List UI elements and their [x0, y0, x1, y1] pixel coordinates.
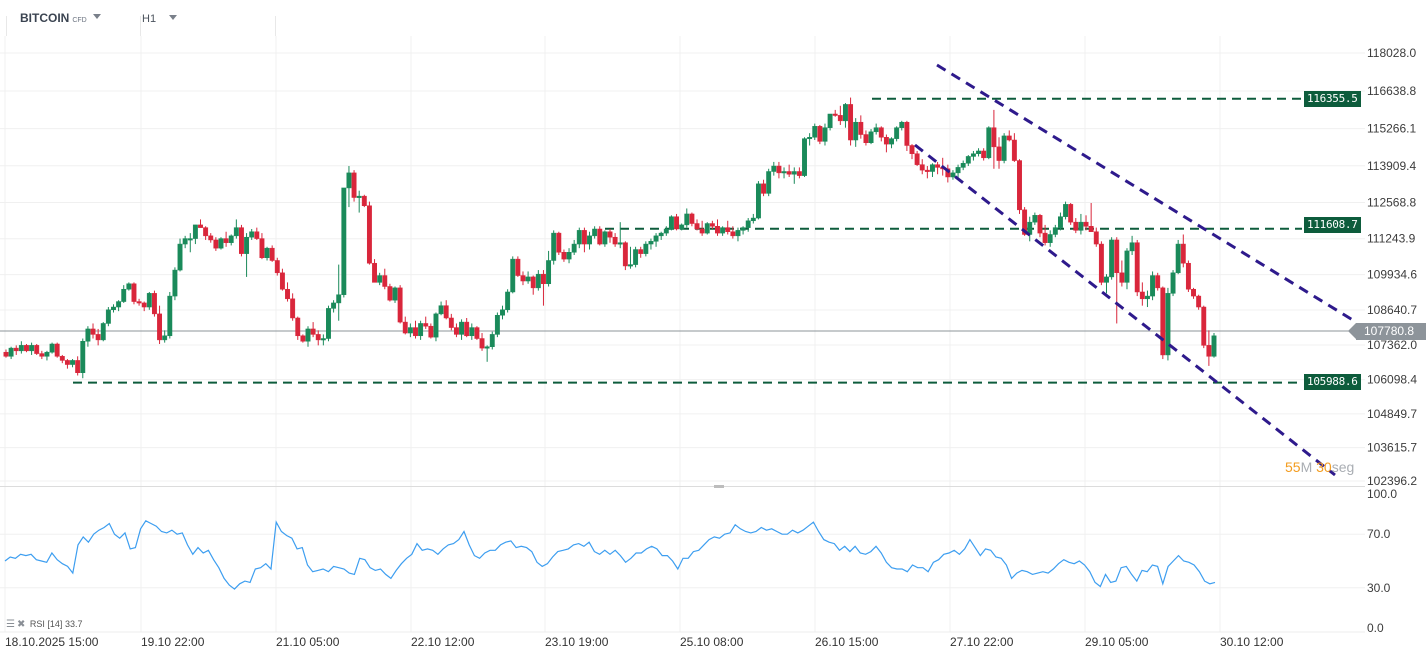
- rsi-pane: [0, 520, 1365, 590]
- countdown-minutes: 55: [1285, 459, 1301, 475]
- price-axis-label: 106098.4: [1367, 373, 1417, 387]
- time-axis-label: 30.10 12:00: [1220, 635, 1284, 649]
- rsi-value: 33.7: [64, 619, 83, 629]
- toolbar-divider: [275, 16, 276, 36]
- timeframe-selector[interactable]: H1: [142, 13, 157, 25]
- price-axis-label: 102396.2: [1367, 474, 1417, 488]
- price-axis-label: 111243.9: [1367, 232, 1416, 246]
- rsi-line: [4, 520, 1216, 590]
- price-axis-label: 115266.1: [1367, 122, 1416, 136]
- time-axis[interactable]: 18.10.2025 15:00 19.10 22:00 21.10 05:00 22…: [5, 635, 1284, 649]
- rsi-axis-label: 100.0: [1367, 487, 1397, 501]
- candlestick-series: [3, 97, 1217, 379]
- trend-channel[interactable]: [914, 63, 1357, 477]
- price-axis-label: 107362.0: [1367, 338, 1417, 352]
- price-axis-label: 113909.4: [1367, 159, 1416, 173]
- timeframe-dropdown-caret-icon[interactable]: [169, 15, 177, 20]
- time-axis-label: 25.10 08:00: [680, 635, 744, 649]
- pane-resize-handle[interactable]: [714, 485, 724, 488]
- rsi-axis-label: 30.0: [1367, 581, 1391, 595]
- symbol-selector[interactable]: BITCOIN CFD: [20, 11, 87, 25]
- chart-toolbar: BITCOIN CFD H1: [0, 0, 1426, 36]
- indicator-settings-icon[interactable]: ☰: [6, 619, 15, 630]
- countdown-seconds-unit: seg: [1331, 459, 1355, 475]
- price-axis-label: 104849.7: [1367, 407, 1417, 421]
- rsi-axis: 100.0 70.0 30.0 0.0: [1367, 487, 1397, 635]
- level-tag-middle: 111608.7: [1304, 217, 1361, 233]
- channel-line[interactable]: [914, 143, 1336, 477]
- time-axis-label: 23.10 19:00: [545, 635, 609, 649]
- horizontal-levels[interactable]: [73, 97, 1302, 384]
- price-axis-label: 109934.6: [1367, 268, 1417, 282]
- toolbar-divider: [6, 16, 7, 36]
- countdown-seconds: 30: [1316, 459, 1332, 475]
- time-axis-label: 26.10 15:00: [815, 635, 879, 649]
- channel-line[interactable]: [936, 63, 1357, 324]
- price-axis-label: 116638.8: [1367, 84, 1416, 98]
- symbol-suffix: CFD: [72, 17, 87, 24]
- last-price-tag: 107780.8: [1348, 323, 1426, 340]
- price-axis-label: 112568.8: [1367, 195, 1416, 209]
- price-axis-label: 118028.0: [1367, 46, 1416, 60]
- countdown-minutes-unit: M: [1300, 459, 1313, 475]
- price-axis-label: 103615.7: [1367, 441, 1417, 455]
- level-tag-lower: 105988.6: [1304, 374, 1361, 390]
- rsi-axis-label: 70.0: [1367, 527, 1391, 541]
- rsi-legend: ☰ ✖ RSI [14] 33.7: [6, 619, 82, 630]
- candle-countdown: 55M 30seg: [1285, 459, 1354, 475]
- rsi-axis-label: 0.0: [1367, 621, 1384, 635]
- rsi-period: [14]: [47, 619, 63, 629]
- time-axis-label: 29.10 05:00: [1085, 635, 1149, 649]
- symbol-dropdown-caret-icon[interactable]: [93, 14, 101, 19]
- time-axis-label: 27.10 22:00: [950, 635, 1014, 649]
- toolbar-divider: [140, 16, 141, 36]
- time-axis-label: 18.10.2025 15:00: [5, 635, 99, 649]
- price-axis-label: 108640.7: [1367, 303, 1417, 317]
- symbol-name: BITCOIN: [20, 11, 70, 25]
- rsi-label: RSI: [29, 619, 45, 629]
- indicator-remove-icon[interactable]: ✖: [16, 619, 26, 630]
- chart-grid: [0, 36, 1365, 633]
- price-axis[interactable]: 118028.0 116638.8 115266.1 113909.4 112568.8…: [1367, 46, 1417, 488]
- level-tag-upper: 116355.5: [1304, 91, 1361, 107]
- time-axis-label: 19.10 22:00: [141, 635, 205, 649]
- time-axis-label: 21.10 05:00: [276, 635, 340, 649]
- time-axis-label: 22.10 12:00: [411, 635, 475, 649]
